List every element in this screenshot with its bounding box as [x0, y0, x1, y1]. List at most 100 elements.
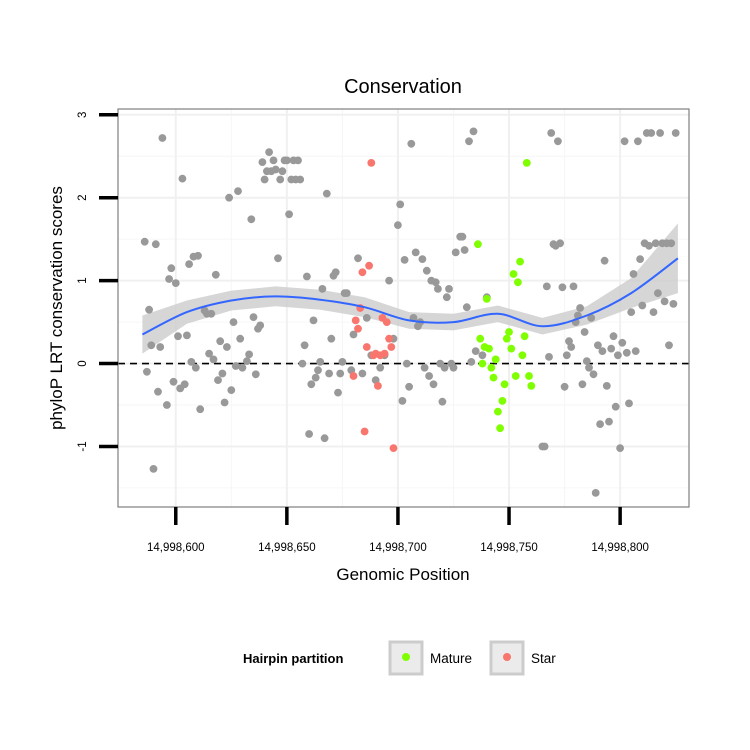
- data-point-other: [620, 137, 629, 146]
- data-point-other: [211, 270, 220, 279]
- chart-title: Conservation: [344, 76, 462, 98]
- data-point-other: [158, 134, 167, 142]
- data-point-star: [360, 427, 369, 436]
- data-point-other: [542, 282, 551, 291]
- data-point-other: [471, 347, 480, 355]
- data-point-other: [154, 387, 162, 396]
- data-point-other: [249, 313, 258, 321]
- data-point-other: [256, 321, 265, 330]
- data-point-other: [462, 303, 471, 312]
- data-point-other: [589, 370, 598, 379]
- data-point-other: [618, 338, 627, 347]
- data-point-other: [540, 442, 549, 451]
- data-point-other: [169, 377, 178, 386]
- data-point-other: [394, 221, 402, 230]
- data-point-other: [318, 285, 327, 293]
- data-point-mature: [520, 332, 529, 341]
- y-tick-label: -1: [77, 441, 89, 451]
- data-point-mature: [516, 257, 524, 266]
- data-point-star: [367, 159, 376, 167]
- data-point-other: [667, 239, 676, 248]
- data-point-mature: [491, 355, 500, 364]
- data-point-other: [183, 331, 191, 340]
- data-point-other: [625, 399, 633, 408]
- data-point-other: [665, 341, 673, 350]
- data-point-mature: [505, 328, 513, 336]
- data-point-other: [558, 283, 567, 292]
- data-point-other: [231, 362, 240, 370]
- plot-panel-border: [117, 108, 690, 508]
- y-axis: -1 0 1 2 3: [77, 112, 118, 452]
- data-point-other: [342, 289, 351, 297]
- data-point-other: [629, 270, 638, 278]
- data-point-other: [236, 334, 245, 343]
- data-point-other: [402, 359, 411, 368]
- y-tick-label: 3: [77, 112, 89, 118]
- data-point-other: [627, 308, 636, 316]
- data-point-other: [594, 341, 602, 350]
- data-point-other: [167, 264, 176, 273]
- data-point-other: [185, 260, 194, 268]
- data-point-mature: [494, 407, 502, 416]
- x-tick-label: 14,998,800: [591, 542, 649, 554]
- data-point-other: [174, 332, 182, 341]
- data-point-other: [451, 248, 460, 257]
- data-point-other: [611, 402, 620, 411]
- data-point-other: [243, 357, 251, 365]
- data-point-other: [205, 349, 214, 358]
- data-point-other: [431, 278, 440, 287]
- data-point-other: [434, 285, 442, 293]
- data-point-other: [274, 254, 282, 263]
- data-point-other: [396, 200, 405, 209]
- data-point-other: [218, 369, 227, 378]
- y-tick-label: 0: [77, 360, 89, 366]
- data-point-other: [265, 148, 273, 157]
- data-point-other: [320, 434, 329, 443]
- data-point-other: [567, 343, 576, 351]
- y-tick-label: 2: [77, 194, 89, 200]
- data-point-other: [407, 139, 416, 148]
- loess-smooth-line: [141, 257, 679, 336]
- data-point-mature: [478, 359, 487, 368]
- data-point-other: [251, 370, 260, 379]
- series-mature: [474, 159, 536, 433]
- data-point-other: [654, 289, 662, 297]
- data-point-mature: [509, 270, 518, 278]
- confidence-band: [142, 223, 678, 354]
- data-point-other: [460, 246, 469, 254]
- legend-item-mature: Mature: [388, 640, 472, 676]
- data-point-other: [327, 334, 336, 343]
- data-point-other: [307, 380, 316, 389]
- data-point-other: [334, 388, 342, 397]
- data-point-other: [671, 129, 680, 137]
- data-point-star: [382, 318, 391, 326]
- data-point-other: [296, 175, 305, 184]
- data-point-other: [669, 300, 678, 308]
- data-points: [140, 127, 680, 497]
- data-point-other: [422, 266, 431, 275]
- data-point-other: [645, 241, 653, 250]
- data-point-other: [147, 341, 156, 350]
- data-point-other: [303, 272, 311, 281]
- data-point-other: [638, 301, 647, 310]
- data-point-other: [227, 386, 236, 394]
- data-point-other: [151, 240, 160, 249]
- data-point-other: [322, 189, 331, 198]
- data-point-star: [387, 343, 396, 351]
- data-point-mature: [489, 373, 498, 382]
- data-point-other: [420, 363, 429, 372]
- data-point-star: [374, 382, 382, 390]
- data-point-other: [209, 355, 218, 364]
- series-star: [349, 159, 398, 452]
- data-point-other: [469, 127, 478, 136]
- data-point-other: [578, 380, 587, 389]
- data-point-other: [294, 156, 302, 165]
- data-point-other: [238, 363, 247, 372]
- series-other: [140, 127, 680, 497]
- data-point-star: [358, 268, 367, 277]
- data-point-other: [582, 357, 591, 365]
- data-point-other: [220, 398, 229, 407]
- data-point-star: [385, 334, 393, 343]
- data-point-star: [389, 444, 398, 452]
- data-point-mature: [474, 240, 482, 249]
